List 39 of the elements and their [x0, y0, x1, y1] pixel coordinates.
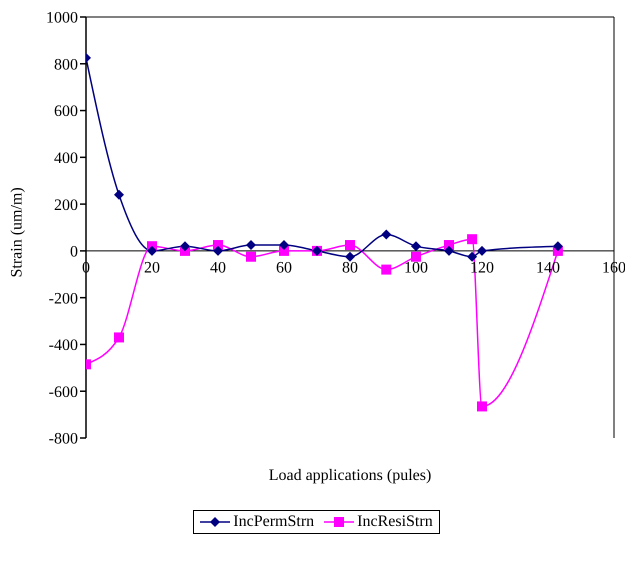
point: [345, 252, 355, 262]
legend-label: IncResiStrn: [356, 513, 433, 531]
y-tick-label: -600: [48, 384, 78, 401]
legend-label: IncPermStrn: [232, 513, 314, 531]
point: [381, 264, 392, 275]
point: [246, 252, 256, 262]
point: [213, 246, 223, 256]
x-tick-label: 80: [342, 259, 358, 276]
point: [477, 246, 487, 256]
x-tick-label: 60: [276, 259, 292, 276]
point: [467, 234, 478, 244]
point: [114, 332, 124, 342]
x-axis-title: Load applications (pules): [268, 467, 432, 484]
x-tick-label: 40: [210, 259, 226, 276]
point: [444, 246, 454, 256]
point: [477, 401, 487, 412]
point: [279, 240, 289, 250]
point: [411, 252, 421, 262]
y-tick-label: -400: [48, 337, 78, 354]
point: [345, 240, 355, 250]
x-tick-label: 100: [404, 259, 428, 276]
y-tick-label: 400: [54, 150, 78, 168]
y-tick-label: -200: [48, 290, 78, 308]
y-tick-label: 600: [54, 103, 78, 120]
point: [467, 252, 478, 262]
y-tick-label: 0: [70, 244, 78, 261]
point: [381, 230, 392, 240]
point: [147, 246, 157, 256]
y-tick-label: 200: [54, 196, 78, 214]
point: [246, 240, 256, 250]
y-tick-label: -800: [48, 430, 78, 448]
y-axis-title: Strain (um/m): [8, 187, 26, 278]
point: [552, 241, 563, 252]
x-tick-label: 20: [144, 259, 160, 276]
y-tick-label: 800: [54, 56, 78, 74]
point: [180, 241, 190, 252]
point: [411, 241, 421, 252]
point: [114, 190, 124, 200]
y-tick-label: 1000: [46, 10, 78, 27]
